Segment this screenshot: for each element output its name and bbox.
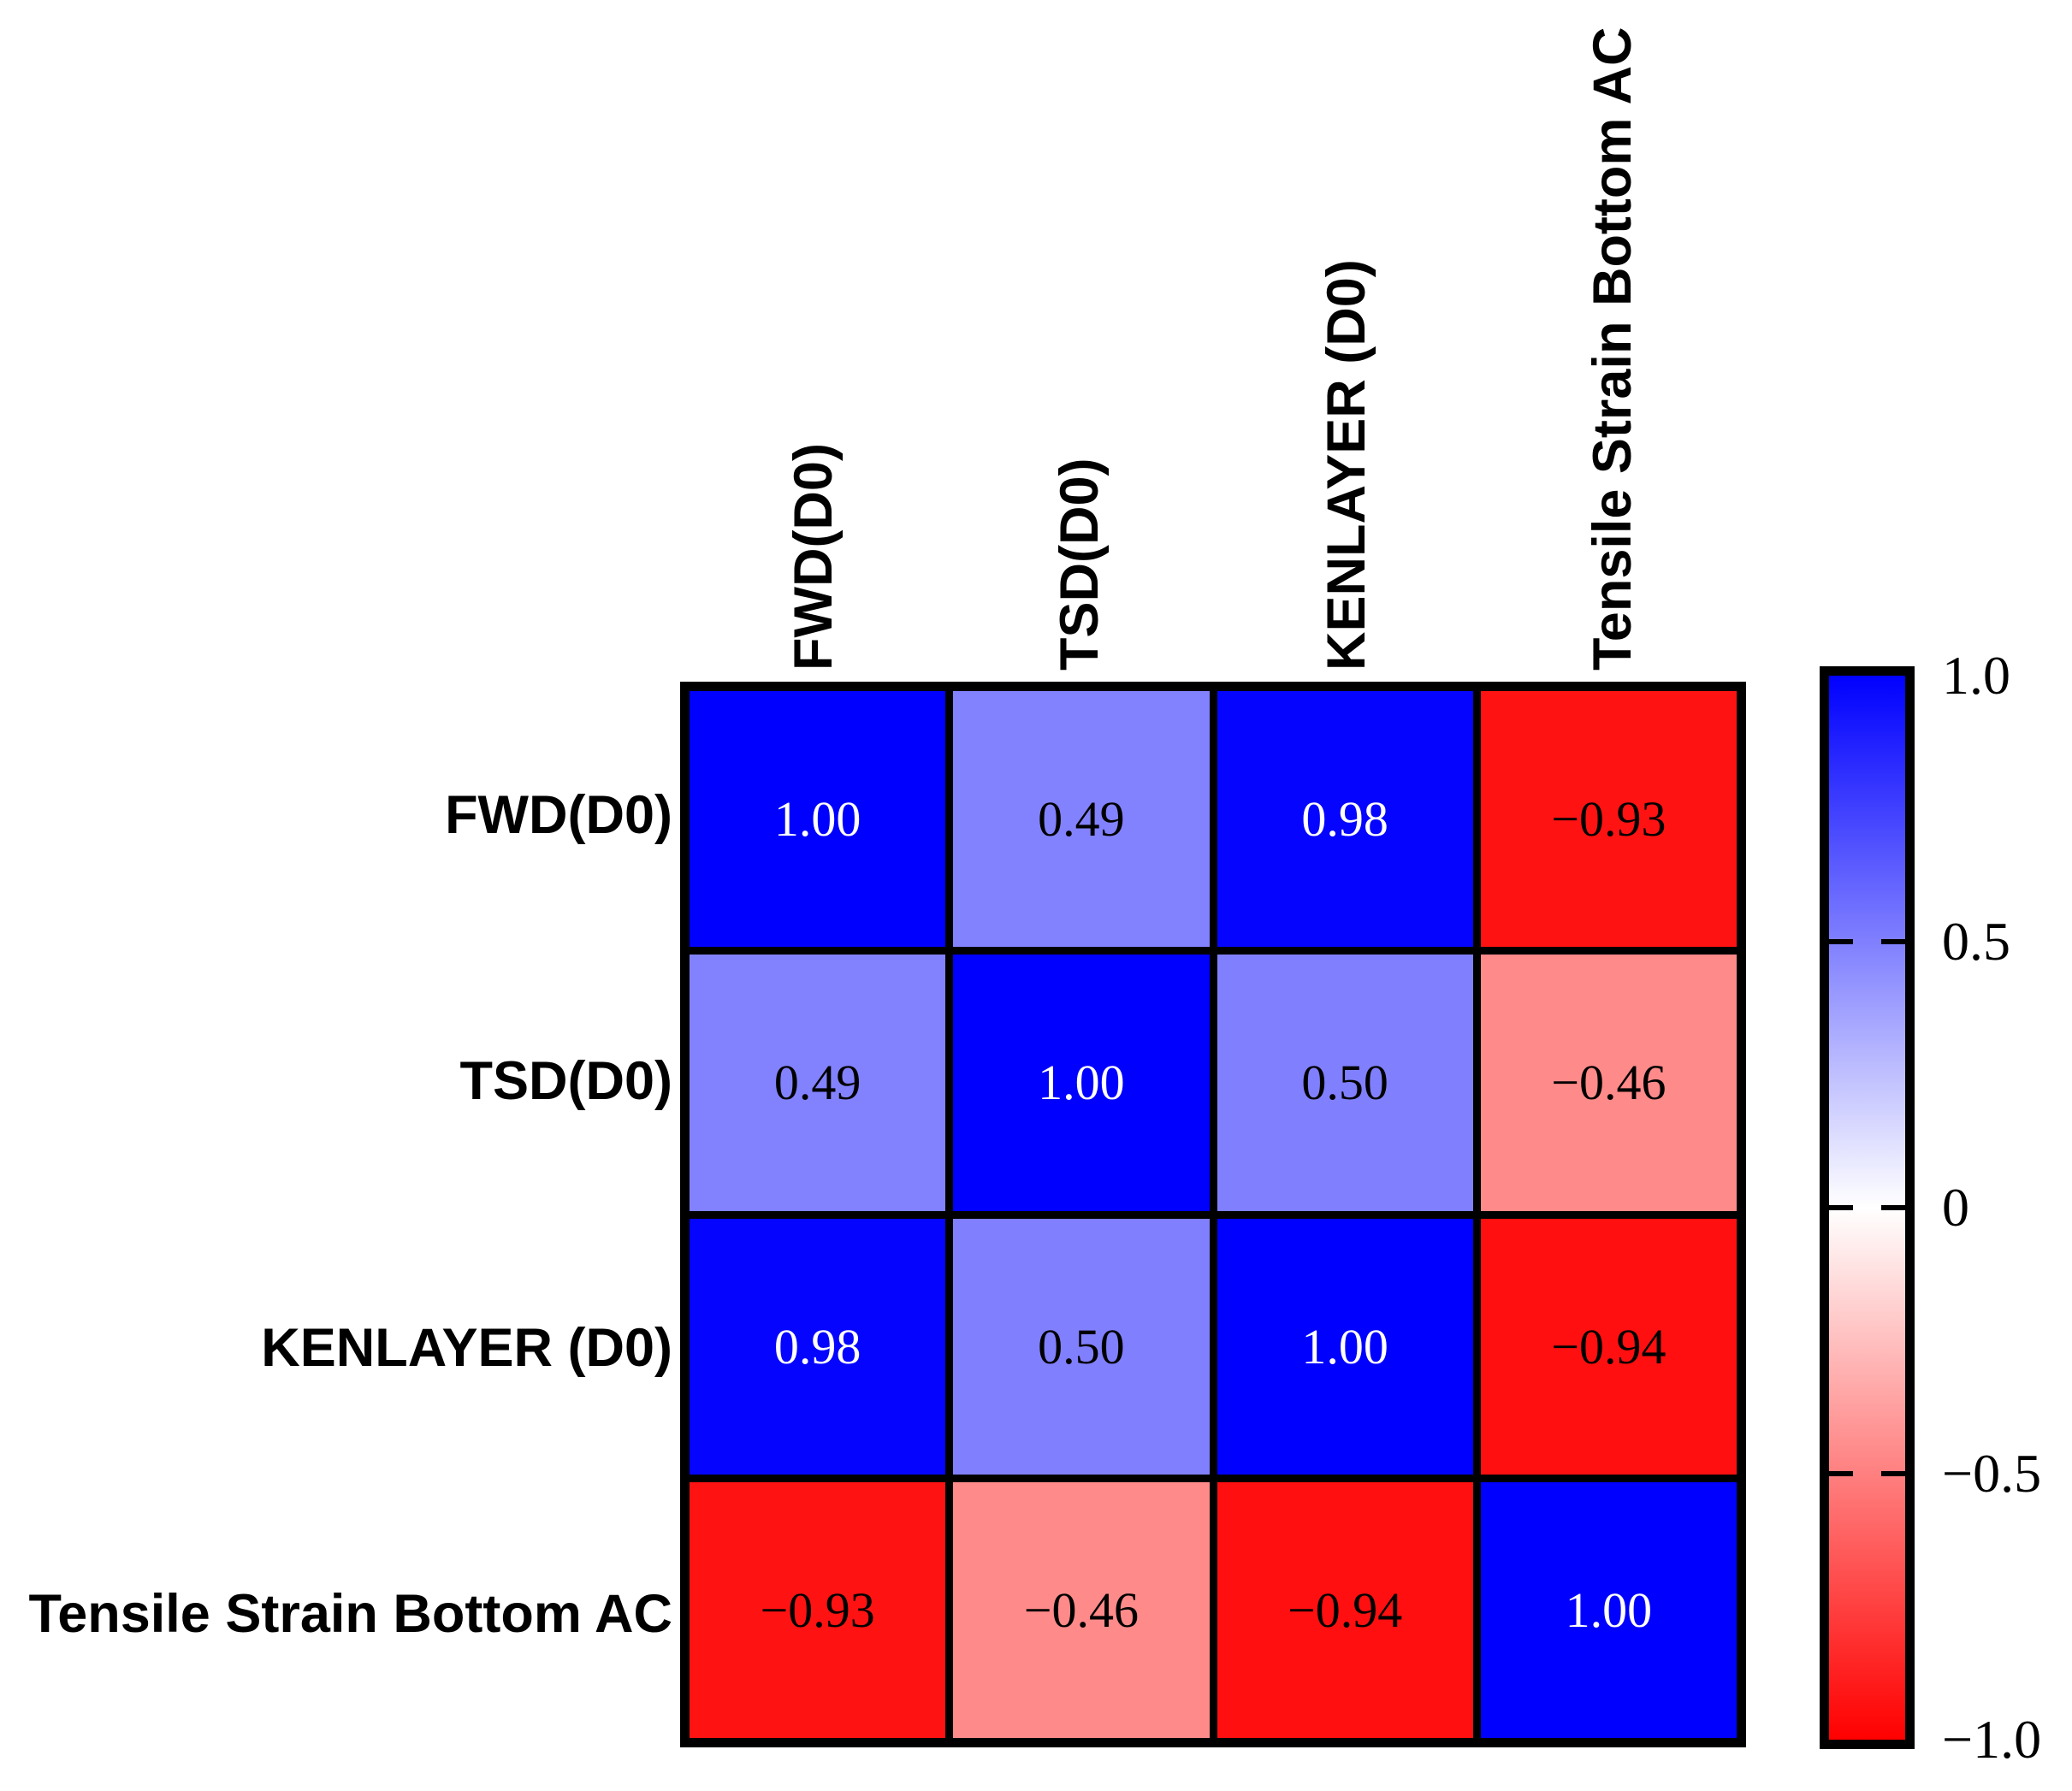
matrix-cell: 1.00: [1480, 1481, 1737, 1738]
matrix-cell: −0.46: [953, 1481, 1210, 1738]
column-label: TSD(D0): [1050, 458, 1110, 671]
colorbar-tick: [1881, 939, 1905, 944]
column-label: KENLAYER (D0): [1317, 259, 1376, 671]
row-label: FWD(D0): [445, 785, 672, 845]
row-label: KENLAYER (D0): [261, 1318, 672, 1378]
matrix-cell: −0.94: [1217, 1481, 1473, 1738]
matrix-cell: 0.49: [690, 955, 946, 1211]
colorbar-tick-label: 0.5: [1942, 911, 2010, 972]
colorbar-tick: [1829, 939, 1853, 944]
matrix-cell: 1.00: [1217, 1218, 1473, 1475]
matrix-cell: 1.00: [690, 691, 946, 948]
matrix-cell: 0.50: [1217, 955, 1473, 1211]
colorbar-tick: [1829, 1471, 1853, 1476]
matrix-cell: 0.98: [1217, 691, 1473, 948]
matrix-cell: −0.93: [690, 1481, 946, 1738]
colorbar-tick-label: 0: [1942, 1177, 1969, 1238]
column-label: FWD(D0): [784, 443, 844, 671]
colorbar-tick: [1829, 1205, 1853, 1210]
colorbar-tick-label: −1.0: [1942, 1709, 2042, 1770]
matrix-cell: −0.94: [1480, 1218, 1737, 1475]
matrix-cell: 0.49: [953, 691, 1210, 948]
matrix-cell: 0.50: [953, 1218, 1210, 1475]
matrix-cell: 1.00: [953, 955, 1210, 1211]
matrix-cell: −0.93: [1480, 691, 1737, 948]
colorbar-tick: [1881, 1205, 1905, 1210]
row-label: Tensile Strain Bottom AC: [28, 1584, 672, 1644]
colorbar-tick-label: 1.0: [1942, 645, 2010, 706]
colorbar-tick: [1881, 1471, 1905, 1476]
column-label: Tensile Strain Bottom AC: [1583, 27, 1643, 671]
row-label: TSD(D0): [459, 1051, 673, 1111]
matrix-cell: 0.98: [690, 1218, 946, 1475]
colorbar-tick-label: −0.5: [1942, 1443, 2042, 1504]
correlation-matrix: 1.00 0.49 0.98 −0.93 0.49 1.00 0.50 −0.46 0.98 0.…: [680, 682, 1746, 1747]
matrix-cell: −0.46: [1480, 955, 1737, 1211]
